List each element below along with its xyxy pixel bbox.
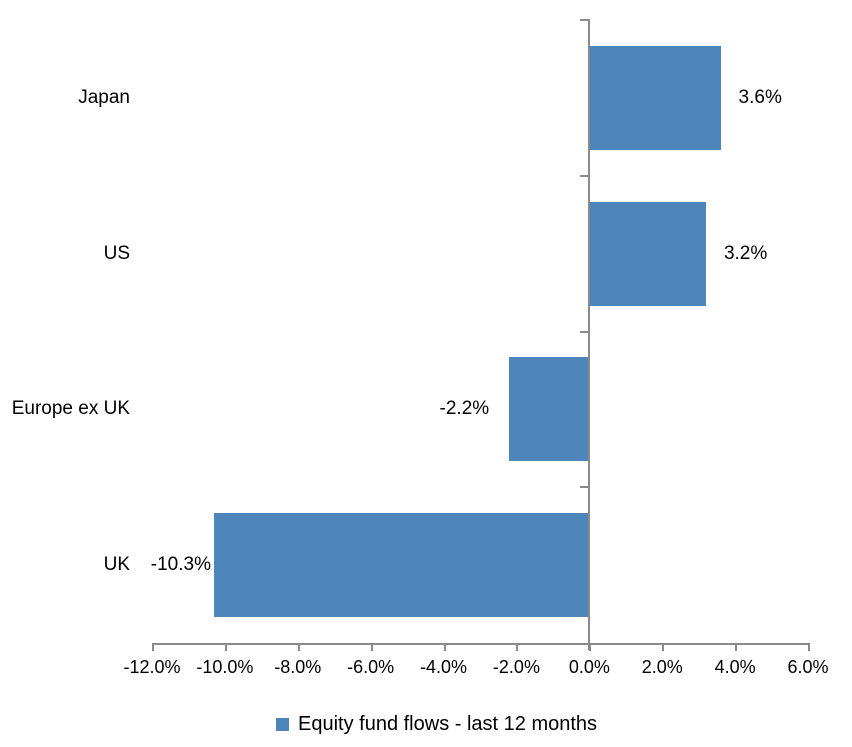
bar-europe-ex-uk bbox=[509, 357, 590, 462]
category-label-uk: UK bbox=[103, 554, 130, 576]
data-label-uk: -10.3% bbox=[150, 554, 211, 576]
data-label-japan: 3.6% bbox=[738, 86, 782, 108]
legend-marker-square bbox=[276, 718, 289, 731]
x-tick-label: 4.0% bbox=[714, 657, 756, 677]
category-axis-tick bbox=[580, 486, 589, 489]
category-axis-tick bbox=[580, 19, 589, 21]
category-axis-tick bbox=[580, 174, 589, 177]
category-label-japan: Japan bbox=[78, 86, 130, 108]
x-axis-line bbox=[152, 643, 810, 645]
x-axis-tick bbox=[589, 645, 592, 651]
x-tick-label: 0.0% bbox=[568, 657, 610, 677]
data-label-europe-ex-uk: -2.2% bbox=[439, 398, 490, 420]
x-tick-label: -12.0% bbox=[123, 657, 181, 677]
bar-japan bbox=[589, 45, 721, 150]
bar-us bbox=[589, 201, 706, 306]
legend-label: Equity fund flows - last 12 months bbox=[298, 713, 598, 735]
x-axis-tick bbox=[662, 645, 665, 651]
x-tick-label: -10.0% bbox=[196, 657, 254, 677]
x-axis-tick bbox=[297, 645, 300, 651]
x-axis-tick bbox=[735, 645, 738, 651]
category-axis-tick bbox=[580, 330, 589, 333]
x-tick-label: -2.0% bbox=[492, 657, 540, 677]
category-label-europe-ex-uk: Europe ex UK bbox=[11, 398, 130, 420]
x-tick-label: -4.0% bbox=[420, 657, 468, 677]
x-axis-tick bbox=[808, 645, 810, 651]
x-axis-tick bbox=[370, 645, 373, 651]
legend: Equity fund flows - last 12 months bbox=[276, 711, 597, 738]
data-label-us: 3.2% bbox=[723, 242, 768, 264]
x-axis-tick bbox=[224, 645, 227, 651]
x-tick-label: -8.0% bbox=[274, 657, 322, 677]
x-axis-tick bbox=[516, 645, 519, 651]
x-axis-tick bbox=[152, 645, 154, 651]
bar-uk bbox=[213, 513, 590, 618]
category-label-us: US bbox=[103, 242, 130, 264]
category-axis-line bbox=[588, 19, 591, 650]
x-tick-label: 2.0% bbox=[641, 657, 683, 677]
x-tick-label: -6.0% bbox=[347, 657, 395, 677]
x-axis-tick bbox=[443, 645, 446, 651]
x-tick-label: 6.0% bbox=[787, 657, 829, 677]
